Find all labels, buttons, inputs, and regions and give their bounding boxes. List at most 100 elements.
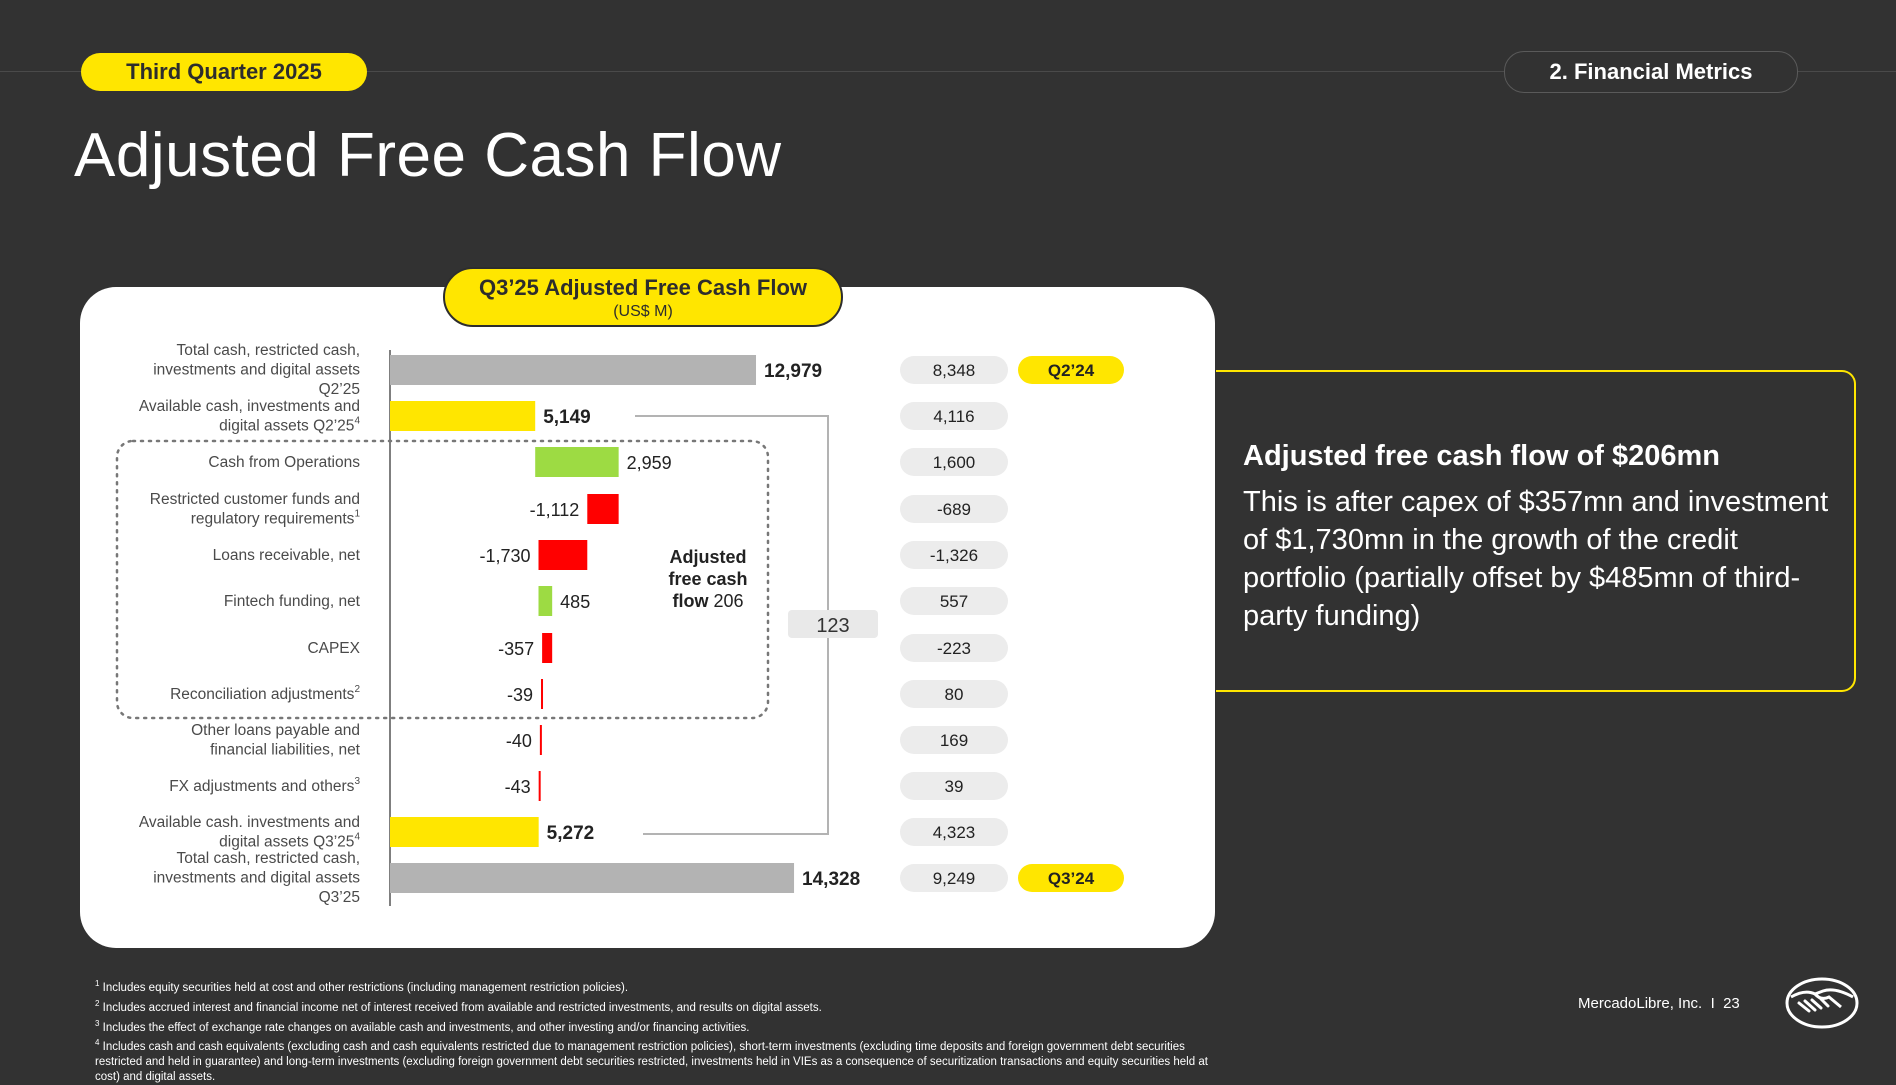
category-label-1: investments and digital assets xyxy=(153,362,360,379)
compare-value-10: 39 xyxy=(945,777,964,796)
adjusted-fcf-group-box xyxy=(115,439,770,720)
compare-value-3: 1,600 xyxy=(933,453,976,472)
compare-pill-9 xyxy=(900,726,1008,754)
category-label-2: Available cash, investments and xyxy=(139,398,360,415)
footnote-text: Includes accrued interest and financial … xyxy=(99,1001,822,1014)
group-label-line-2: free cash xyxy=(668,569,747,589)
footnote-number: 3 xyxy=(95,1018,100,1028)
compare-pill-12 xyxy=(900,864,1008,892)
bar-value-label-2: 5,149 xyxy=(543,407,591,428)
chart-title-badge: Q3’25 Adjusted Free Cash Flow (US$ M) xyxy=(443,267,843,327)
bar-9 xyxy=(539,725,542,755)
compare-pill-2 xyxy=(900,402,1008,430)
category-label-7: CAPEX xyxy=(307,640,360,657)
compare-pill-5 xyxy=(900,541,1008,569)
compare-pill-10 xyxy=(900,772,1008,800)
category-label-11: Available cash. investments and xyxy=(139,814,360,831)
compare-pill-6 xyxy=(900,587,1008,615)
bar-value-label-7: -357 xyxy=(498,639,534,659)
category-label-12: Total cash, restricted cash, xyxy=(177,850,361,867)
bar-11 xyxy=(390,817,539,847)
bar-1 xyxy=(390,355,757,385)
compare-value-9: 169 xyxy=(940,731,968,750)
compare-pill-3 xyxy=(900,448,1008,476)
category-label-1: Total cash, restricted cash, xyxy=(177,342,361,359)
bar-7 xyxy=(542,633,553,663)
callout-frame xyxy=(1216,370,1856,692)
compare-tag-pill-2 xyxy=(1018,864,1124,892)
handshake-icon xyxy=(1785,977,1859,1029)
compare-value-5: -1,326 xyxy=(930,546,978,565)
footnote-text: Includes equity securities held at cost … xyxy=(99,981,629,994)
section-badge: 2. Financial Metrics xyxy=(1504,51,1798,93)
compare-value-12: 9,249 xyxy=(933,869,976,888)
header-rule xyxy=(0,71,1896,72)
compare-tag-label-1: Q2’24 xyxy=(1048,361,1095,380)
footnotes: 1 Includes equity securities held at cos… xyxy=(95,976,1225,1085)
category-label-8: Reconciliation adjustments2 xyxy=(170,684,360,703)
compare-pill-7 xyxy=(900,634,1008,662)
category-footnote-ref: 4 xyxy=(354,416,360,427)
bar-value-label-9: -40 xyxy=(506,731,532,751)
bar-8 xyxy=(541,679,544,709)
footnote-3: 3 Includes the effect of exchange rate c… xyxy=(95,1016,1225,1036)
category-label-2: digital assets Q2’254 xyxy=(219,416,360,435)
footnote-number: 1 xyxy=(95,979,100,988)
callout-body: This is after capex of $357mn and invest… xyxy=(1243,486,1829,632)
compare-value-7: -223 xyxy=(937,639,971,658)
footer-company: MercadoLibre, Inc. I 23 xyxy=(1578,995,1740,1012)
footnote-text: Includes the effect of exchange rate cha… xyxy=(99,1021,750,1034)
page-number: 23 xyxy=(1723,995,1740,1012)
category-label-1: Q2’25 xyxy=(319,381,360,398)
bar-value-label-8: -39 xyxy=(507,685,533,705)
category-label-3: Cash from Operations xyxy=(208,454,360,471)
category-label-4: Restricted customer funds and xyxy=(150,491,360,508)
compare-value-11: 4,323 xyxy=(933,823,976,842)
group-label-line-1: Adjusted xyxy=(669,547,746,567)
bar-value-label-1: 12,979 xyxy=(764,361,822,382)
bar-value-label-4: -1,112 xyxy=(530,500,580,520)
chart-title: Q3’25 Adjusted Free Cash Flow xyxy=(478,275,808,300)
category-label-4: regulatory requirements1 xyxy=(191,509,361,528)
footnote-2: 2 Includes accrued interest and financia… xyxy=(95,996,1225,1016)
bar-6 xyxy=(538,586,553,616)
bar-4 xyxy=(587,494,619,524)
group-value: 206 xyxy=(713,591,743,611)
quarter-label: Third Quarter 2025 xyxy=(126,59,322,84)
bar-value-label-5: -1,730 xyxy=(479,546,530,566)
compare-tag-pill-1 xyxy=(1018,356,1124,384)
bar-value-label-10: -43 xyxy=(505,777,531,797)
bracket-value-box xyxy=(788,610,878,638)
compare-value-4: -689 xyxy=(937,500,971,519)
bar-12 xyxy=(390,863,795,893)
bar-value-label-11: 5,272 xyxy=(547,823,595,844)
category-footnote-ref: 3 xyxy=(354,776,360,787)
category-label-10: FX adjustments and others3 xyxy=(169,776,360,795)
page-title: Adjusted Free Cash Flow xyxy=(74,121,782,190)
compare-pill-4 xyxy=(900,495,1008,523)
bar-2 xyxy=(390,401,536,431)
footnote-1: 1 Includes equity securities held at cos… xyxy=(95,976,1225,996)
compare-value-8: 80 xyxy=(945,685,964,704)
quarter-badge: Third Quarter 2025 xyxy=(81,53,367,91)
category-label-6: Fintech funding, net xyxy=(224,593,361,610)
category-footnote-ref: 1 xyxy=(354,509,360,520)
chart-subtitle: (US$ M) xyxy=(613,303,673,320)
bar-5 xyxy=(538,540,588,570)
footnote-number: 4 xyxy=(95,1038,100,1048)
footer-separator: I xyxy=(1710,995,1715,1012)
company-name: MercadoLibre, Inc. xyxy=(1578,995,1703,1012)
bar-value-label-3: 2,959 xyxy=(627,453,672,473)
category-label-12: investments and digital assets xyxy=(153,870,360,887)
group-label-line-3: flow 206 xyxy=(672,591,743,611)
bar-10 xyxy=(538,771,541,801)
bracket-value: 123 xyxy=(816,615,849,637)
callout-heading: Adjusted free cash flow of $206mn xyxy=(1243,440,1721,472)
compare-value-1: 8,348 xyxy=(933,361,976,380)
category-label-12: Q3’25 xyxy=(319,889,360,906)
category-footnote-ref: 4 xyxy=(354,832,360,843)
category-label-5: Loans receivable, net xyxy=(213,547,361,564)
compare-tag-label-2: Q3’24 xyxy=(1048,869,1095,888)
compare-pill-8 xyxy=(900,680,1008,708)
